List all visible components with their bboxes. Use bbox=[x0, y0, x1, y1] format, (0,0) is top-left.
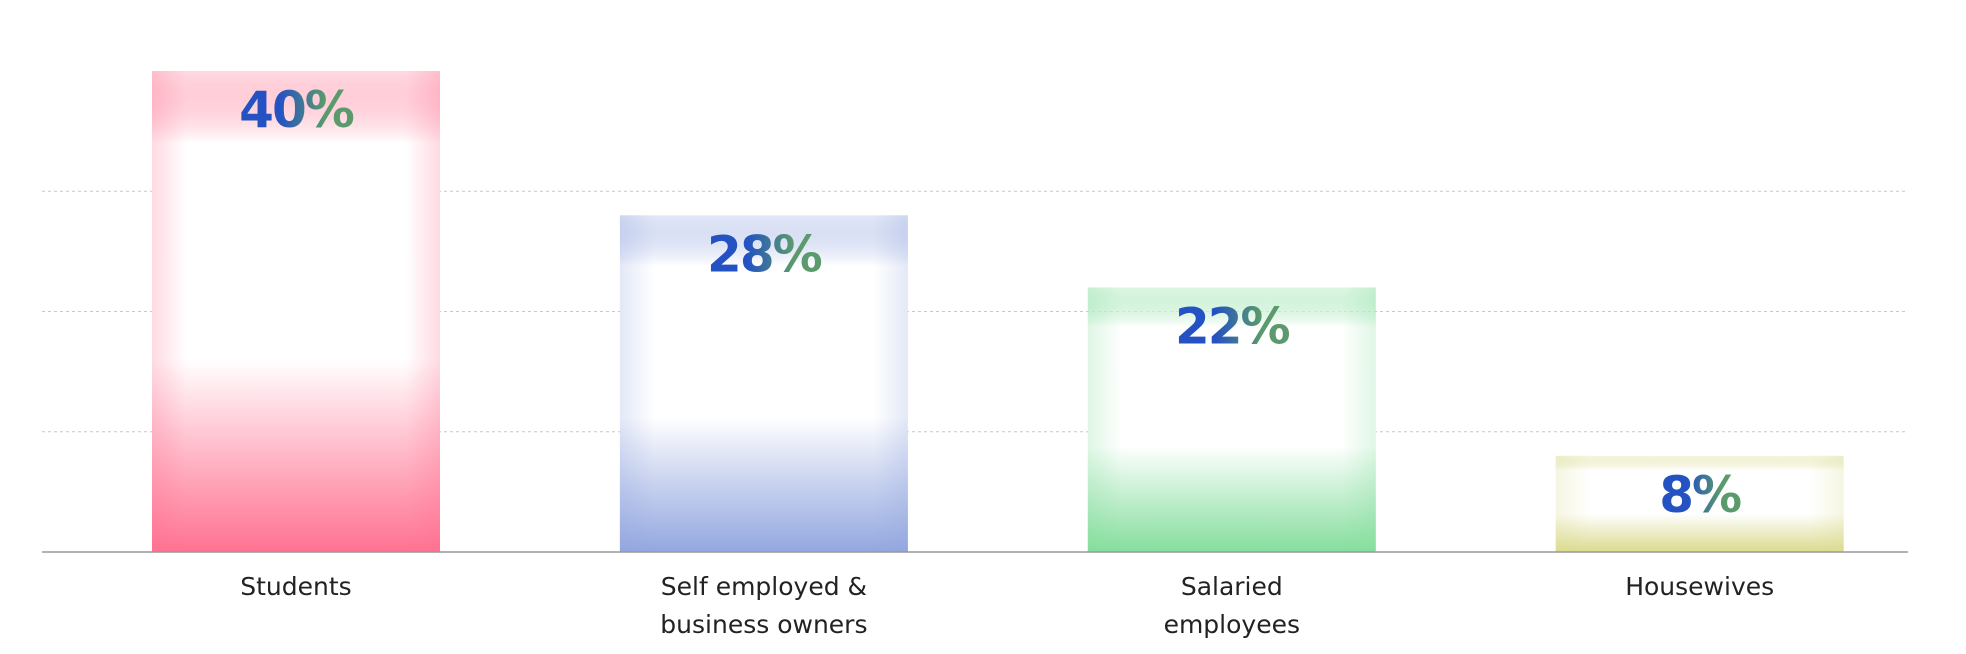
x-tick-label: Housewives bbox=[1625, 572, 1775, 601]
value-label: 22% bbox=[1175, 297, 1290, 355]
x-tick-label: Self employed & business owners bbox=[660, 572, 868, 639]
bar-glow bbox=[1555, 455, 1844, 552]
value-label: 28% bbox=[707, 225, 822, 283]
value-label: 8% bbox=[1659, 466, 1741, 524]
bar-glow bbox=[1087, 287, 1376, 552]
bar-glow bbox=[152, 71, 440, 552]
bar-glow bbox=[619, 215, 908, 553]
value-label: 40% bbox=[239, 81, 354, 139]
x-tick-label: Salaried employees bbox=[1163, 572, 1301, 639]
x-tick-label: Students bbox=[240, 572, 352, 601]
